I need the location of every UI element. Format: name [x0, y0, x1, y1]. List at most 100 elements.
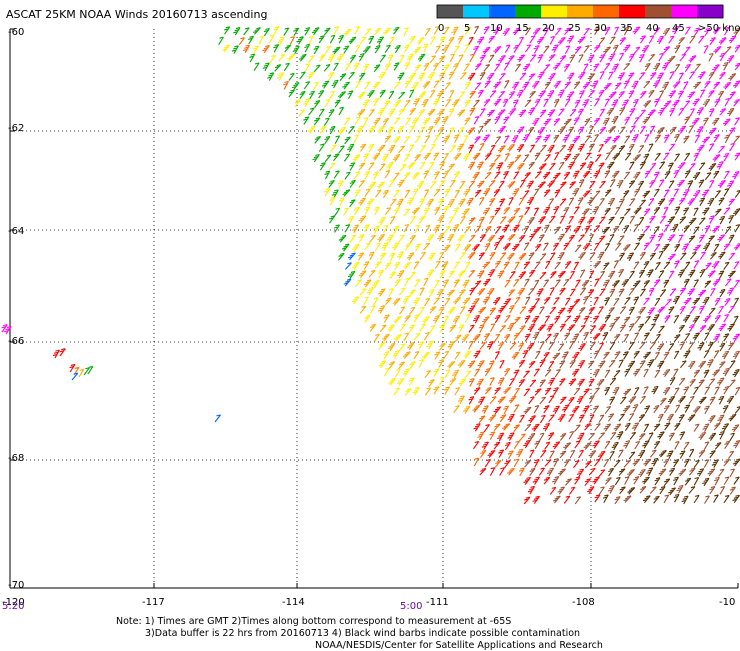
- wind-barb: [559, 162, 564, 169]
- wind-barb: [538, 91, 545, 98]
- wind-barb: [672, 100, 679, 107]
- wind-barb: [253, 46, 258, 54]
- wind-barb: [350, 200, 356, 207]
- wind-barb: [574, 207, 579, 214]
- wind-barb: [384, 101, 390, 108]
- wind-barb: [474, 117, 479, 125]
- wind-barb: [685, 171, 690, 179]
- wind-barb: [489, 198, 494, 205]
- wind-barb: [655, 153, 660, 160]
- wind-barb: [490, 252, 495, 259]
- wind-barb: [373, 98, 378, 106]
- wind-barb: [670, 377, 675, 385]
- wind-barb: [467, 128, 474, 135]
- wind-barb: [332, 190, 338, 198]
- wind-barb: [418, 73, 425, 81]
- wind-barb: [420, 145, 426, 152]
- wind-barb: [580, 288, 585, 295]
- wind-barb: [275, 65, 281, 72]
- wind-barb: [733, 209, 740, 216]
- wind-barb: [694, 387, 699, 394]
- wind-barb: [553, 243, 558, 250]
- wind-barb: [283, 82, 288, 90]
- wind-barb: [483, 188, 490, 196]
- scale-swatch: [463, 5, 490, 18]
- wind-barb: [723, 63, 728, 71]
- wind-barb: [673, 369, 678, 377]
- wind-barb: [674, 388, 679, 396]
- wind-barb: [503, 28, 510, 35]
- wind-barb: [577, 469, 584, 477]
- wind-barb: [544, 65, 550, 72]
- wind-barb: [584, 28, 590, 35]
- wind-barb: [60, 349, 65, 356]
- wind-barb: [699, 397, 706, 404]
- wind-barb: [480, 342, 486, 349]
- wind-barb: [600, 72, 604, 80]
- wind-barb: [699, 432, 706, 439]
- wind-barb: [215, 415, 221, 422]
- wind-barb: [499, 181, 504, 188]
- wind-barb: [394, 82, 400, 89]
- wind-barb: [383, 28, 390, 35]
- wind-barb: [625, 136, 630, 143]
- wind-barb: [330, 91, 335, 99]
- wind-barb: [490, 378, 494, 386]
- wind-barb: [392, 351, 398, 359]
- wind-barb: [702, 137, 709, 144]
- wind-barb: [644, 298, 650, 305]
- wind-barb: [460, 252, 466, 259]
- wind-barb: [705, 496, 710, 504]
- wind-barb: [357, 126, 364, 134]
- wind-barb: [468, 306, 475, 314]
- wind-barb: [534, 441, 539, 449]
- wind-barb: [717, 378, 724, 385]
- wind-barb: [587, 217, 594, 224]
- wind-barb: [624, 209, 630, 216]
- wind-barb: [359, 271, 366, 278]
- wind-barb: [734, 136, 740, 143]
- wind-barb: [364, 262, 369, 270]
- wind-barb: [519, 110, 526, 117]
- wind-barb: [623, 352, 628, 360]
- wind-barb: [644, 424, 649, 432]
- wind-barb: [539, 307, 544, 315]
- wind-barb: [380, 325, 386, 332]
- wind-barb: [333, 154, 339, 161]
- wind-barb: [440, 270, 445, 277]
- wind-barb: [720, 343, 725, 351]
- wind-barb: [399, 92, 405, 99]
- wind-barb: [263, 63, 269, 71]
- wind-barb: [608, 126, 615, 133]
- wind-barb: [429, 380, 435, 387]
- wind-barb: [360, 144, 365, 151]
- wind-barb: [413, 99, 420, 107]
- wind-barb: [474, 351, 481, 359]
- wind-barb: [354, 135, 359, 143]
- wind-barb: [565, 99, 570, 107]
- wind-barb: [528, 108, 535, 116]
- wind-barb: [610, 180, 615, 188]
- wind-barb: [638, 181, 643, 189]
- wind-barb: [404, 28, 408, 36]
- wind-barb: [455, 335, 461, 342]
- wind-barb: [427, 270, 434, 278]
- wind-barb: [383, 118, 388, 125]
- wind-barb: [485, 369, 490, 376]
- wind-barb: [452, 370, 459, 378]
- wind-barb: [524, 226, 529, 234]
- wind-barb: [458, 127, 464, 134]
- wind-barb: [498, 450, 503, 458]
- wind-barb: [640, 396, 645, 403]
- wind-barb: [399, 362, 405, 369]
- wind-barb: [688, 415, 695, 422]
- wind-barb: [567, 92, 574, 99]
- wind-barb: [397, 199, 404, 207]
- wind-barb: [495, 226, 500, 233]
- wind-barb: [628, 361, 635, 368]
- wind-barb: [334, 63, 339, 71]
- wind-barb: [699, 218, 705, 225]
- wind-barb: [409, 290, 415, 297]
- wind-barb: [664, 207, 668, 215]
- wind-barb: [543, 423, 550, 431]
